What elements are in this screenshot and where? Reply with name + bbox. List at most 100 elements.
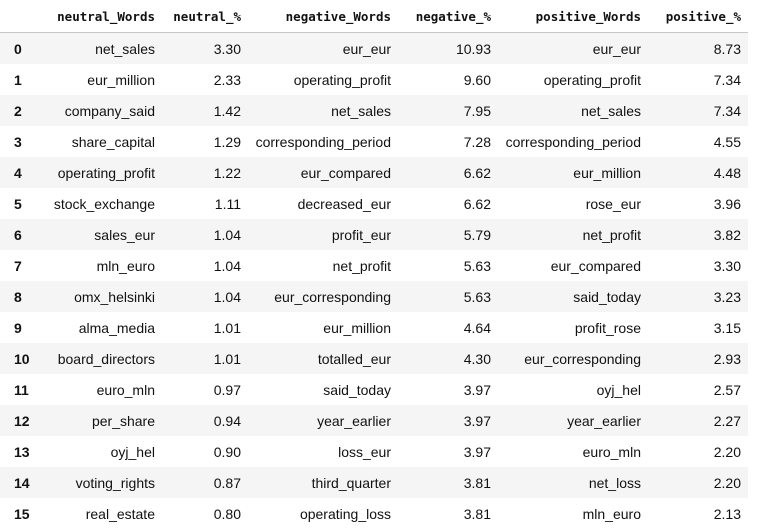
table-cell: stock_exchange [53, 195, 155, 212]
table-cell: oyj_hel [596, 381, 641, 398]
table-cell: 6.62 [463, 195, 491, 212]
table-row: 0 net_sales 3.30 eur_eur 10.93 eur_eur 8.73 [0, 32, 748, 64]
table-cell: 2.93 [713, 350, 741, 367]
table-cell: 1.04 [213, 257, 241, 274]
dataframe-table: neutral_Words neutral_% negative_Words n… [0, 0, 748, 529]
table-cell: board_directors [57, 350, 155, 367]
table-cell: 0.94 [213, 412, 241, 429]
table-cell: operating_profit [293, 71, 391, 88]
row-index: 14 [14, 474, 30, 491]
table-cell: net_sales [95, 40, 155, 57]
table-cell: third_quarter [311, 474, 391, 491]
table-cell: corresponding_period [255, 133, 391, 150]
table-cell: 3.30 [213, 40, 241, 57]
table-cell: 2.13 [713, 505, 741, 522]
table-cell: said_today [323, 381, 391, 398]
header-row: neutral_Words neutral_% negative_Words n… [0, 0, 748, 33]
table-cell: 1.04 [213, 226, 241, 243]
table-cell: 1.42 [213, 102, 241, 119]
table-cell: sales_eur [94, 226, 155, 243]
table-row: 3 share_capital 1.29 corresponding_period 7.… [0, 126, 748, 157]
table-row: 7 mln_euro 1.04 net_profit 5.63 eur_compared 3… [0, 250, 748, 281]
row-index: 15 [14, 505, 30, 522]
table-cell: net_profit [332, 257, 391, 274]
column-header: positive_Words [498, 0, 648, 33]
table-cell: corresponding_period [505, 133, 641, 150]
table-cell: 3.23 [713, 288, 741, 305]
table-cell: eur_compared [300, 164, 391, 181]
column-header: neutral_Words [40, 0, 162, 33]
table-cell: 1.01 [213, 350, 241, 367]
table-cell: 5.63 [463, 257, 491, 274]
table-row: 4 operating_profit 1.22 eur_compared 6.62 eur… [0, 157, 748, 188]
table-cell: euro_mln [582, 443, 641, 460]
table-cell: eur_eur [592, 40, 641, 57]
table-cell: net_sales [331, 102, 391, 119]
table-row: 8 omx_helsinki 1.04 eur_corresponding 5.63 sa… [0, 281, 748, 312]
row-index: 0 [14, 40, 22, 57]
table-cell: operating_profit [543, 71, 641, 88]
column-header: negative_Words [248, 0, 398, 33]
table-cell: year_earlier [567, 412, 641, 429]
table-cell: 3.97 [463, 412, 491, 429]
table-cell: 1.22 [213, 164, 241, 181]
table-cell: 7.34 [713, 71, 741, 88]
table-row: 13 oyj_hel 0.90 loss_eur 3.97 euro_mln 2.20 [0, 436, 748, 467]
table-cell: share_capital [71, 133, 155, 150]
table-cell: omx_helsinki [74, 288, 155, 305]
row-index: 8 [14, 288, 22, 305]
table-cell: 7.34 [713, 102, 741, 119]
table-cell: 2.20 [713, 474, 741, 491]
table-row: 5 stock_exchange 1.11 decreased_eur 6.62 rose… [0, 188, 748, 219]
table-cell: 7.28 [463, 133, 491, 150]
table-cell: 3.15 [713, 319, 741, 336]
row-index: 10 [14, 350, 30, 367]
table-cell: eur_corresponding [524, 350, 641, 367]
row-index: 4 [14, 164, 22, 181]
table-cell: year_earlier [317, 412, 391, 429]
table-cell: eur_compared [550, 257, 641, 274]
row-index: 9 [14, 319, 22, 336]
table-cell: eur_million [573, 164, 641, 181]
table-cell: mln_euro [582, 505, 641, 522]
table-cell: decreased_eur [297, 195, 391, 212]
table-cell: company_said [64, 102, 155, 119]
table-cell: mln_euro [96, 257, 155, 274]
table-row: 12 per_share 0.94 year_earlier 3.97 year_earl… [0, 405, 748, 436]
table-cell: alma_media [78, 319, 155, 336]
table-cell: eur_million [323, 319, 391, 336]
table-cell: 0.80 [213, 505, 241, 522]
table-cell: eur_million [87, 71, 155, 88]
table-row: 9 alma_media 1.01 eur_million 4.64 profit_ros… [0, 312, 748, 343]
table-cell: rose_eur [585, 195, 641, 212]
table-cell: 5.63 [463, 288, 491, 305]
table-cell: 3.97 [463, 443, 491, 460]
table-cell: eur_corresponding [274, 288, 391, 305]
table-cell: 3.96 [713, 195, 741, 212]
table-cell: 1.04 [213, 288, 241, 305]
column-header: negative_% [398, 0, 498, 33]
table-cell: 2.20 [713, 443, 741, 460]
table-cell: loss_eur [338, 443, 391, 460]
table-cell: 4.55 [713, 133, 741, 150]
row-index: 12 [14, 412, 30, 429]
table-row: 15 real_estate 0.80 operating_loss 3.81 mln_e… [0, 498, 748, 529]
row-index: 7 [14, 257, 22, 274]
table-cell: euro_mln [96, 381, 155, 398]
row-index: 1 [14, 71, 22, 88]
row-index: 6 [14, 226, 22, 243]
table-row: 1 eur_million 2.33 operating_profit 9.60 oper… [0, 64, 748, 95]
table-cell: eur_eur [342, 40, 391, 57]
table-header: neutral_Words neutral_% negative_Words n… [0, 0, 748, 33]
table-cell: 0.97 [213, 381, 241, 398]
table-cell: net_profit [582, 226, 641, 243]
table-cell: 2.33 [213, 71, 241, 88]
table-cell: 5.79 [463, 226, 491, 243]
index-column-header [0, 0, 40, 33]
table-cell: said_today [573, 288, 641, 305]
table-cell: 0.87 [213, 474, 241, 491]
table-row: 10 board_directors 1.01 totalled_eur 4.30 eur… [0, 343, 748, 374]
table-cell: 3.81 [463, 474, 491, 491]
row-index: 5 [14, 195, 22, 212]
